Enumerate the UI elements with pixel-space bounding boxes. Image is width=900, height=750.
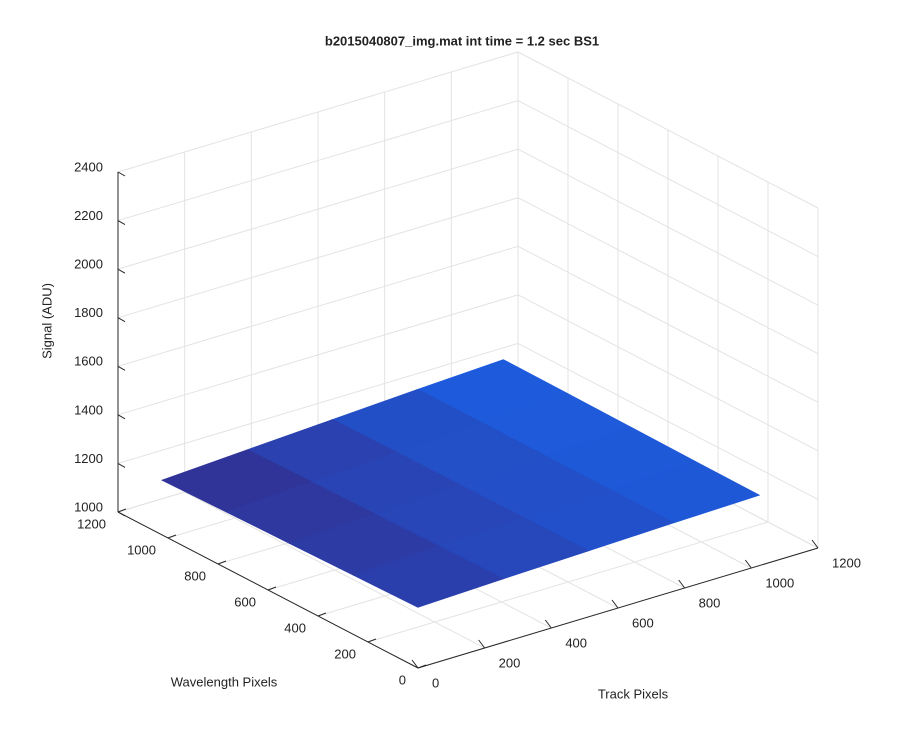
x-tick-label: 600 — [632, 615, 654, 630]
grid-line — [117, 51, 519, 173]
surface-patch — [352, 546, 505, 608]
y-tick — [167, 534, 177, 539]
x-tick — [678, 579, 686, 589]
x-tick — [811, 539, 819, 549]
y-tick-label: 200 — [334, 646, 356, 661]
x-tick — [411, 659, 419, 669]
z-tick-label: 1600 — [74, 354, 103, 369]
z-tick-label: 1200 — [74, 451, 103, 466]
x-tick-label: 800 — [699, 595, 721, 610]
z-tick — [117, 317, 126, 323]
x-tick-label: 1200 — [832, 555, 861, 570]
y-tick — [267, 586, 277, 591]
axes: 0 200 400 600 800 1000 1200 0 200 400 600 800 1000 12… — [74, 159, 861, 690]
grid-line — [517, 148, 819, 306]
z-axis-label: Signal (ADU) — [39, 283, 54, 359]
z-tick-label: 1000 — [74, 499, 103, 514]
chart-title: b2015040807_img.mat int time = 1.2 sec B… — [325, 33, 599, 48]
grid-line — [517, 100, 819, 258]
surface — [160, 359, 761, 608]
grid-line — [117, 197, 519, 319]
z-tick — [117, 365, 126, 371]
z-tick-label: 2400 — [74, 159, 103, 174]
y-tick — [367, 638, 377, 643]
grid-line — [517, 197, 819, 355]
grid-line — [367, 521, 769, 643]
y-tick — [117, 508, 127, 513]
z-tick — [117, 171, 126, 177]
y-tick — [317, 612, 327, 617]
y-tick-label: 400 — [284, 620, 306, 635]
x-tick-label: 200 — [499, 655, 521, 670]
x-axis-label: Track Pixels — [598, 686, 669, 701]
grid-line — [117, 100, 519, 222]
grid-line — [117, 148, 519, 270]
z-tick — [117, 268, 126, 274]
z-tick-label: 1400 — [74, 402, 103, 417]
x-tick-label: 1000 — [765, 575, 794, 590]
grid-line — [517, 245, 819, 403]
y-tick-label: 1000 — [127, 542, 156, 557]
x-tick — [744, 559, 752, 569]
z-tick — [117, 220, 126, 226]
z-tick-label: 2000 — [74, 257, 103, 272]
x-tick-label: 400 — [565, 635, 587, 650]
y-tick-label: 600 — [234, 594, 256, 609]
y-tick-label: 0 — [399, 672, 406, 687]
y-tick — [217, 560, 227, 565]
x-tick-label: 0 — [432, 675, 439, 690]
y-tick-label: 800 — [184, 568, 206, 583]
x-tick — [478, 639, 486, 649]
grid-line — [517, 294, 819, 452]
y-axis-label: Wavelength Pixels — [171, 674, 278, 689]
z-tick-label: 2200 — [74, 208, 103, 223]
grid-line — [117, 245, 519, 367]
y-tick — [417, 664, 427, 669]
y-tick-label: 1200 — [77, 516, 106, 531]
z-tick — [117, 414, 126, 420]
x-tick — [611, 599, 619, 609]
grid-line — [517, 51, 819, 209]
grid-line — [517, 342, 819, 500]
z-tick — [117, 511, 126, 517]
z-tick — [117, 462, 126, 468]
z-tick-label: 1800 — [74, 305, 103, 320]
grid-line — [117, 342, 519, 464]
grid-line — [117, 294, 519, 416]
x-tick — [544, 619, 552, 629]
